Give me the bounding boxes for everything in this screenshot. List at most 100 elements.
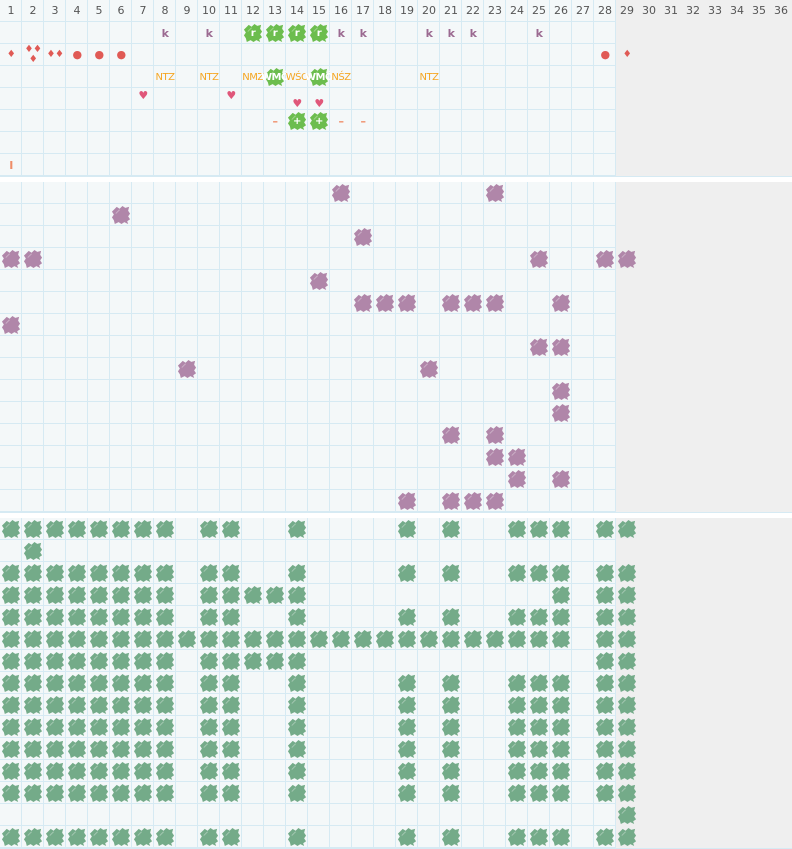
green-blob-cell[interactable] bbox=[506, 760, 528, 782]
symbol-cell[interactable]: k bbox=[462, 22, 484, 44]
purple-blob-cell[interactable] bbox=[594, 248, 616, 270]
green-blob-cell[interactable] bbox=[110, 694, 132, 716]
green-blob-cell[interactable] bbox=[396, 694, 418, 716]
green-blob-cell[interactable] bbox=[110, 628, 132, 650]
green-blob-cell[interactable] bbox=[22, 782, 44, 804]
green-blob-cell[interactable] bbox=[154, 518, 176, 540]
purple-blob-cell[interactable] bbox=[550, 468, 572, 490]
green-blob-cell[interactable] bbox=[88, 628, 110, 650]
green-blob-cell[interactable] bbox=[286, 760, 308, 782]
green-blob-cell[interactable] bbox=[22, 672, 44, 694]
symbol-cell[interactable]: WŚO bbox=[286, 66, 309, 88]
green-blob-cell[interactable] bbox=[88, 760, 110, 782]
green-blob-cell[interactable] bbox=[286, 694, 308, 716]
green-blob-cell[interactable] bbox=[66, 562, 88, 584]
purple-blob-cell[interactable] bbox=[0, 314, 22, 336]
green-blob-cell[interactable] bbox=[110, 562, 132, 584]
green-blob-cell[interactable] bbox=[88, 650, 110, 672]
green-blob-cell[interactable] bbox=[198, 650, 220, 672]
green-blob-cell[interactable] bbox=[154, 760, 176, 782]
green-blob-cell[interactable] bbox=[264, 628, 286, 650]
green-blob-cell[interactable] bbox=[154, 606, 176, 628]
symbol-cell[interactable]: ♥ bbox=[286, 88, 308, 110]
green-blob-cell[interactable] bbox=[286, 518, 308, 540]
purple-blob-cell[interactable] bbox=[528, 336, 550, 358]
green-blob-cell[interactable] bbox=[594, 650, 616, 672]
green-blob-cell[interactable] bbox=[594, 606, 616, 628]
green-blob-cell[interactable] bbox=[616, 782, 638, 804]
green-blob-cell[interactable] bbox=[594, 584, 616, 606]
symbol-cell[interactable]: ♦ bbox=[616, 44, 638, 66]
green-blob-cell[interactable] bbox=[418, 628, 440, 650]
green-blob-cell[interactable] bbox=[198, 760, 220, 782]
green-blob-cell[interactable] bbox=[616, 804, 638, 826]
green-blob-cell[interactable] bbox=[0, 628, 22, 650]
green-blob-cell[interactable] bbox=[506, 694, 528, 716]
green-blob-cell[interactable] bbox=[66, 694, 88, 716]
green-blob-cell[interactable] bbox=[286, 672, 308, 694]
green-blob-cell[interactable] bbox=[616, 628, 638, 650]
symbol-cell[interactable]: k bbox=[330, 22, 352, 44]
green-blob-cell[interactable] bbox=[88, 826, 110, 848]
purple-blob-cell[interactable] bbox=[484, 446, 506, 468]
green-blob-cell[interactable] bbox=[132, 628, 154, 650]
green-blob-cell[interactable] bbox=[286, 782, 308, 804]
symbol-cell[interactable]: – bbox=[330, 110, 352, 132]
green-blob-cell[interactable] bbox=[594, 716, 616, 738]
green-blob-cell[interactable] bbox=[220, 650, 242, 672]
green-blob-cell[interactable] bbox=[440, 562, 462, 584]
green-blob-cell[interactable] bbox=[22, 540, 44, 562]
green-blob-cell[interactable] bbox=[616, 672, 638, 694]
symbol-cell[interactable]: k bbox=[418, 22, 440, 44]
green-blob-cell[interactable] bbox=[440, 606, 462, 628]
green-blob-cell[interactable] bbox=[198, 562, 220, 584]
green-blob-cell[interactable] bbox=[198, 694, 220, 716]
green-blob-cell[interactable] bbox=[220, 716, 242, 738]
green-blob-cell[interactable] bbox=[616, 650, 638, 672]
green-blob-cell[interactable] bbox=[110, 584, 132, 606]
green-blob-cell[interactable] bbox=[506, 628, 528, 650]
green-blob-cell[interactable] bbox=[0, 694, 22, 716]
symbol-cell[interactable]: k bbox=[528, 22, 550, 44]
green-blob-cell[interactable] bbox=[154, 562, 176, 584]
green-blob-cell[interactable] bbox=[550, 672, 572, 694]
green-blob-cell[interactable] bbox=[66, 782, 88, 804]
green-blob-cell[interactable] bbox=[44, 562, 66, 584]
green-blob-cell[interactable] bbox=[22, 518, 44, 540]
green-blob-cell[interactable] bbox=[220, 760, 242, 782]
green-blob-cell[interactable] bbox=[286, 628, 308, 650]
green-blob-cell[interactable] bbox=[330, 628, 352, 650]
green-blob-cell[interactable] bbox=[506, 716, 528, 738]
green-blob-cell[interactable] bbox=[44, 760, 66, 782]
green-blob-cell[interactable] bbox=[616, 826, 638, 848]
green-blob-cell[interactable] bbox=[506, 518, 528, 540]
purple-blob-cell[interactable] bbox=[550, 292, 572, 314]
green-blob-cell[interactable] bbox=[528, 760, 550, 782]
green-blob-cell[interactable] bbox=[154, 694, 176, 716]
purple-blob-cell[interactable] bbox=[506, 468, 528, 490]
green-blob-cell[interactable] bbox=[396, 760, 418, 782]
green-blob-cell[interactable] bbox=[66, 518, 88, 540]
green-blob-cell[interactable] bbox=[396, 738, 418, 760]
green-blob-cell[interactable] bbox=[396, 826, 418, 848]
symbol-cell[interactable]: NŚZ bbox=[330, 66, 352, 88]
green-blob-cell[interactable] bbox=[22, 694, 44, 716]
green-blob-cell[interactable] bbox=[44, 650, 66, 672]
green-blob-cell[interactable] bbox=[286, 716, 308, 738]
green-blob-cell[interactable] bbox=[528, 628, 550, 650]
green-blob-cell[interactable] bbox=[132, 738, 154, 760]
green-blob-cell[interactable] bbox=[66, 628, 88, 650]
purple-blob-cell[interactable] bbox=[440, 490, 462, 512]
green-blob-cell[interactable] bbox=[110, 606, 132, 628]
green-blob-cell[interactable] bbox=[132, 584, 154, 606]
purple-blob-cell[interactable] bbox=[484, 424, 506, 446]
green-blob-cell[interactable] bbox=[528, 562, 550, 584]
green-blob-cell[interactable] bbox=[506, 672, 528, 694]
green-blob-cell[interactable] bbox=[154, 782, 176, 804]
green-blob-cell[interactable] bbox=[176, 628, 198, 650]
green-blob-cell[interactable] bbox=[0, 826, 22, 848]
green-blob-cell[interactable] bbox=[22, 826, 44, 848]
green-blob-cell[interactable] bbox=[110, 826, 132, 848]
symbol-cell[interactable]: ♦ bbox=[0, 44, 22, 66]
purple-blob-cell[interactable] bbox=[396, 292, 418, 314]
